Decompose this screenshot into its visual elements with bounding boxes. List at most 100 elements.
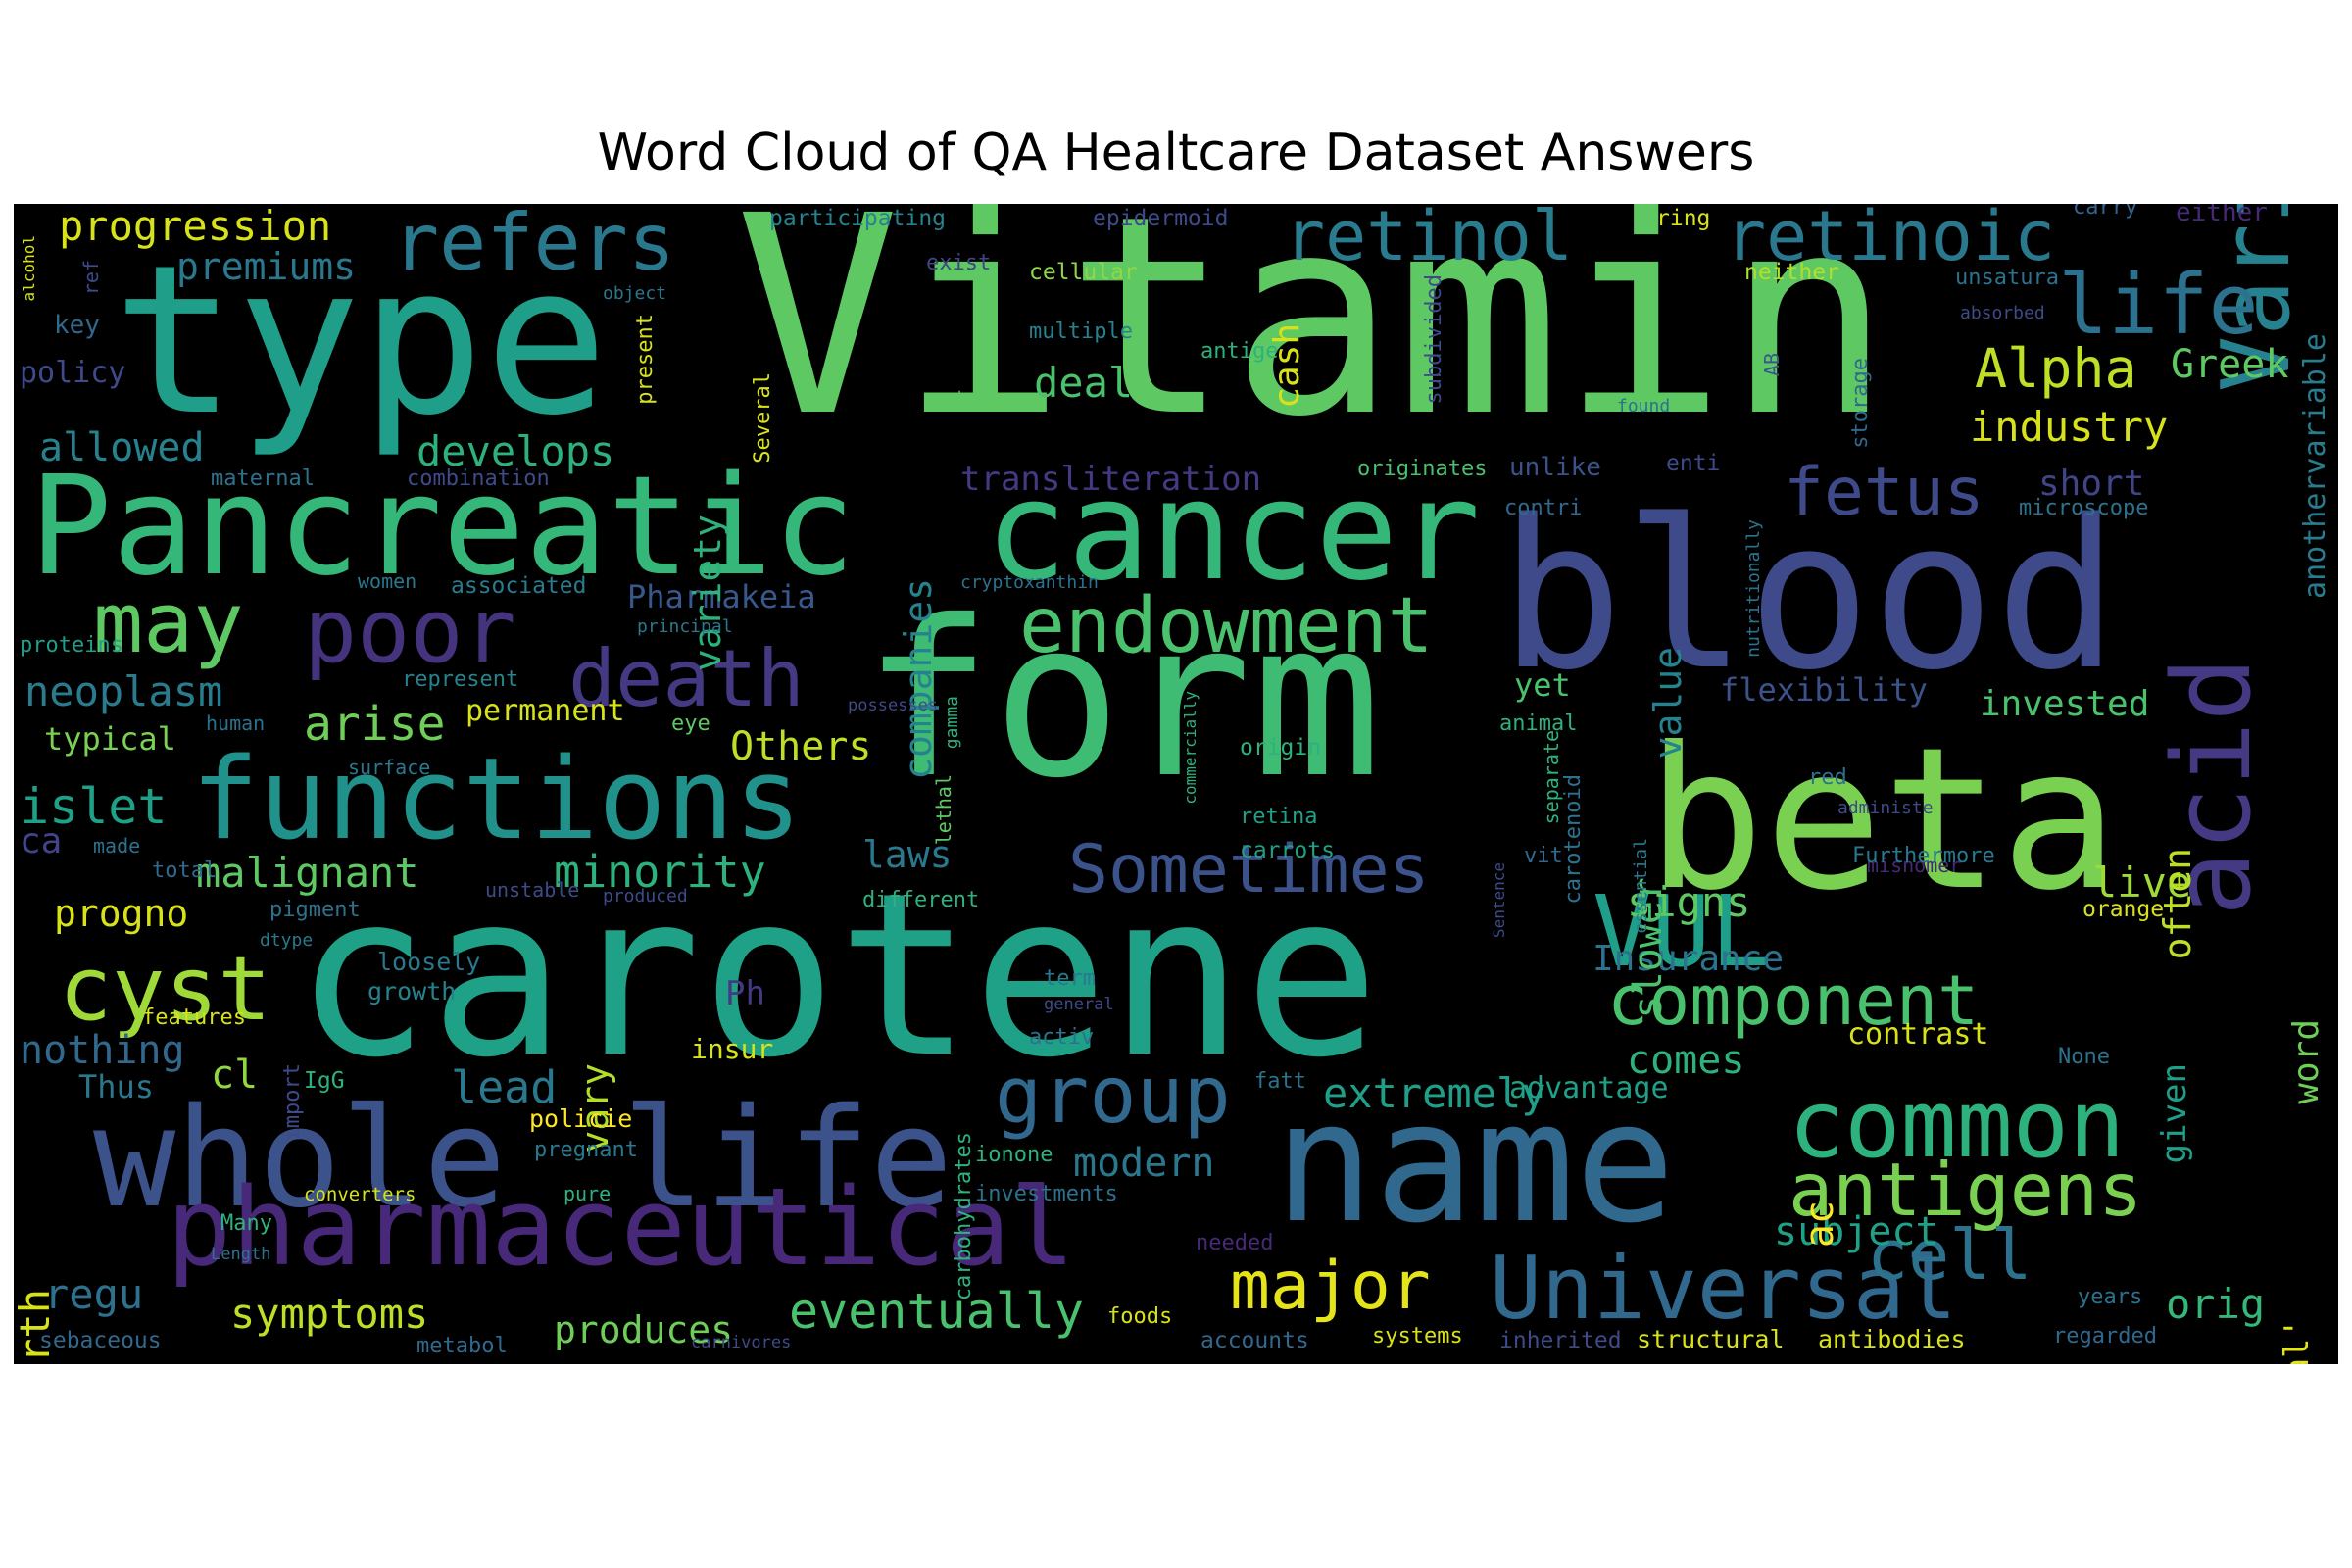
- word-cloud: Vitamin carotene form blood type beta Pancreat…: [14, 204, 2338, 1364]
- word-carrots-131: carrots: [1240, 838, 1335, 863]
- word-variety-60: variety: [686, 514, 729, 671]
- word-represent-123: represent: [402, 667, 518, 692]
- word-cash-78: cash: [1267, 323, 1307, 409]
- word-none-160: None: [2058, 1045, 2110, 1069]
- word-import-153: import: [280, 1063, 305, 1141]
- word-premiums-37: premiums: [176, 245, 356, 288]
- word-pure-164: pure: [564, 1182, 611, 1205]
- word-progno-54: progno: [54, 892, 188, 935]
- word-may-29: may: [93, 575, 244, 672]
- word-subdivided-182: subdivided: [1422, 274, 1446, 404]
- word-origin-129: origin: [1240, 735, 1321, 760]
- word-blood-3: blood: [1499, 475, 2119, 715]
- word-growth-151: growth: [368, 977, 456, 1005]
- word-gamma-136: gamma: [942, 696, 962, 749]
- word-retinoic-19: retinoic: [1725, 204, 2055, 276]
- word-unsatura-102: unsatura: [1955, 266, 2059, 290]
- word-develops-39: develops: [416, 427, 614, 475]
- word-two-106: two: [956, 387, 984, 406]
- word-contrast-79: contrast: [1847, 1017, 1989, 1052]
- word-fatt-159: fatt: [1254, 1069, 1306, 1094]
- word-human-125: human: [206, 711, 265, 735]
- word-yet-81: yet: [1514, 666, 1571, 704]
- word-surface-128: surface: [348, 756, 430, 779]
- word-structural-176: structural: [1637, 1325, 1785, 1353]
- word-ring-96: ring: [1656, 206, 1710, 231]
- word-eventually-46: eventually: [789, 1283, 1084, 1340]
- word-word-71: word: [2286, 1019, 2327, 1104]
- word-systems-174: systems: [1372, 1324, 1463, 1348]
- word-made-140: made: [93, 834, 140, 858]
- word-thus-86: Thus: [78, 1068, 154, 1105]
- word-neither-101: neither: [1744, 260, 1839, 285]
- word-unstable-144: unstable: [485, 878, 579, 902]
- word-advantage-80: advantage: [1509, 1071, 1669, 1105]
- word-total-141: total: [152, 858, 217, 883]
- word-inherited-175: inherited: [1499, 1328, 1622, 1353]
- word-carry-97: carry: [2073, 204, 2137, 220]
- word-pharmakeia-42: Pharmakeia: [627, 578, 816, 615]
- word-cell-33: cell: [1867, 1215, 2033, 1296]
- word-cyst-32: cyst: [59, 938, 271, 1041]
- word-often-73: often: [2156, 848, 2199, 959]
- word-antibodies-177: antibodies: [1818, 1325, 1966, 1353]
- word-neoplasm-40: neoplasm: [24, 667, 222, 715]
- word-pancreatic-6: Pancreatic: [29, 447, 856, 607]
- word-modern-50: modern: [1073, 1141, 1215, 1186]
- word-anothervariable-110: anothervariable: [2298, 333, 2332, 599]
- word-companies-59: companies: [897, 578, 940, 780]
- word-insurance-66: Insurance: [1592, 939, 1784, 979]
- word-name-8: name: [1274, 1066, 1675, 1260]
- word-functions-12: functions: [191, 734, 802, 865]
- word-principal-121: principal: [637, 616, 733, 637]
- word-ref-188: ref: [79, 260, 103, 295]
- word-refers-17: refers: [392, 204, 675, 288]
- word-death-25: death: [568, 633, 805, 724]
- word-minority-45: minority: [554, 846, 766, 898]
- word-cl-85: cl: [211, 1053, 258, 1098]
- word-different-146: different: [862, 888, 979, 912]
- word-malignant-44: malignant: [196, 849, 419, 897]
- word-slower-75: slower: [1626, 877, 1671, 1019]
- word-multiple-104: multiple: [1029, 319, 1133, 344]
- word-general-157: general: [1044, 995, 1114, 1014]
- word-industry-57: industry: [1970, 403, 2168, 451]
- word-comes-67: comes: [1627, 1038, 1744, 1083]
- word-term-156: term: [1044, 966, 1096, 991]
- word-eye-126: eye: [671, 711, 710, 736]
- word-universal-15: Universal: [1490, 1238, 1957, 1339]
- word-microscope-117: microscope: [2019, 496, 2148, 520]
- word-carbohydrates-155: carbohydrates: [952, 1132, 976, 1300]
- word-originates-113: originates: [1357, 457, 1487, 481]
- word-cancer-7: cancer: [985, 452, 1481, 612]
- word-commercially-180: commercially: [1181, 691, 1200, 805]
- word-acid-14: acid: [2149, 657, 2275, 916]
- word-typical-82: typical: [44, 720, 176, 758]
- word-deal-58: deal: [1034, 359, 1133, 407]
- word-alpha-34: Alpha: [1975, 337, 2137, 400]
- word-allowed-38: allowed: [39, 425, 205, 470]
- word-fourth-51: fourth: [14, 1289, 59, 1364]
- word-pigment-142: pigment: [270, 898, 361, 922]
- word-beta-5: beta: [1646, 706, 2119, 934]
- word-combination-112: combination: [407, 466, 550, 491]
- word-produces-48: produces: [554, 1308, 733, 1351]
- word-activ-158: activ: [1029, 1025, 1094, 1050]
- word-flexibility-63: flexibility: [1720, 671, 1928, 709]
- word-length-167: Length: [211, 1245, 270, 1264]
- word-orange-149: orange: [2082, 897, 2164, 922]
- word-regarded-178: regarded: [2053, 1324, 2157, 1348]
- word-islet-43: islet: [20, 778, 168, 835]
- word-metabol-170: metabol: [416, 1334, 508, 1358]
- word-lethal-137: lethal: [932, 774, 956, 845]
- word-found-107: found: [1617, 396, 1670, 416]
- word-life-10: life: [622, 1079, 953, 1239]
- word-ionone-162: ionone: [975, 1143, 1053, 1167]
- word-short-62: short: [2038, 464, 2144, 504]
- word-vary-84: vary: [573, 1063, 616, 1153]
- word-variable-13: Variable: [2203, 204, 2311, 392]
- word-policy-92: policy: [20, 356, 125, 390]
- word-carnivores-171: carnivores: [691, 1333, 791, 1352]
- word-component-21: component: [1607, 960, 1979, 1041]
